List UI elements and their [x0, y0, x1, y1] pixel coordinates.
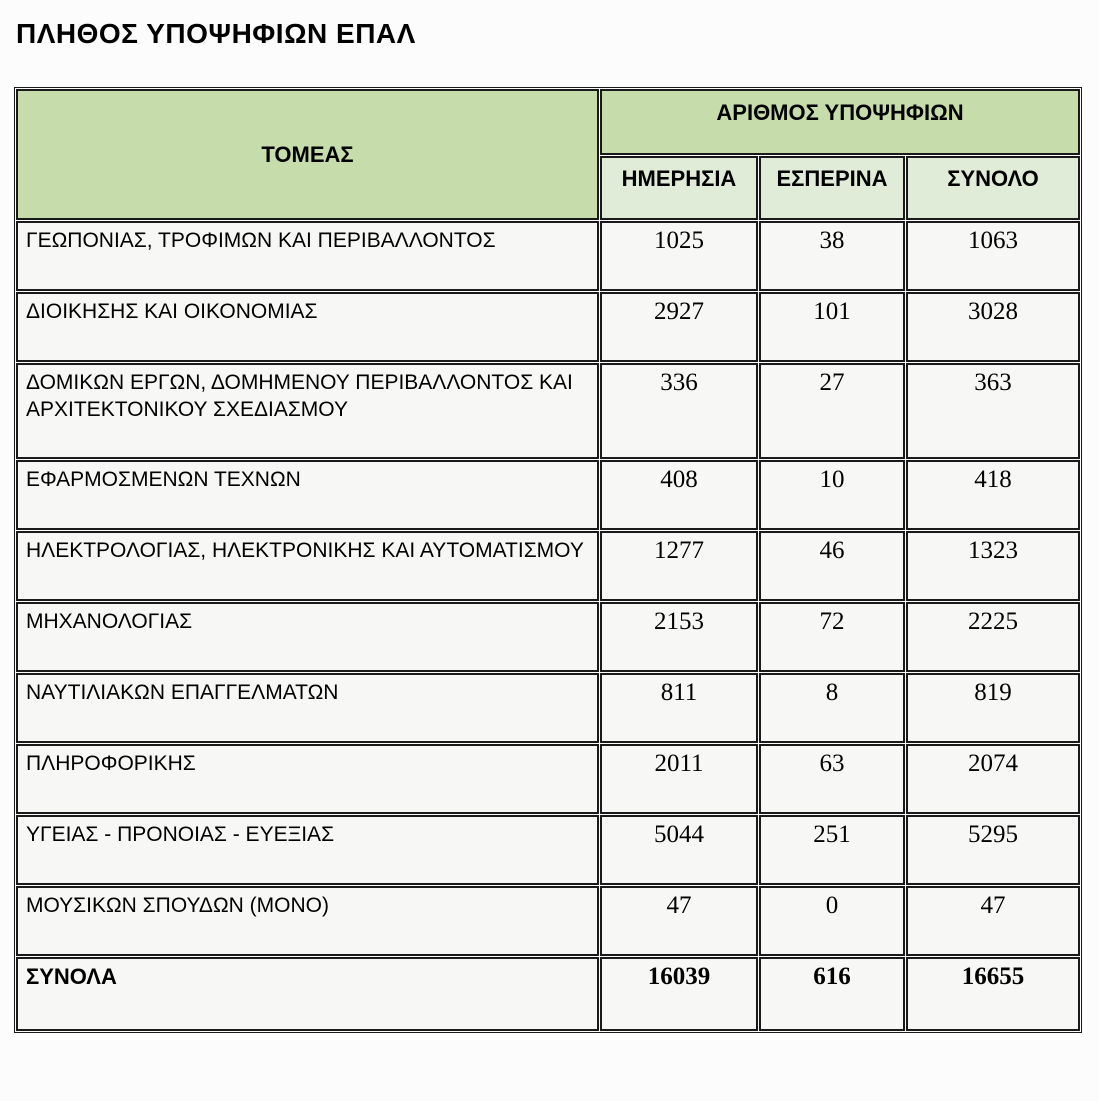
sector-cell: ΔΙΟΙΚΗΣΗΣ ΚΑΙ ΟΙΚΟΝΟΜΙΑΣ — [16, 292, 599, 362]
day-cell: 1277 — [600, 531, 758, 601]
sector-cell: ΗΛΕΚΤΡΟΛΟΓΙΑΣ, ΗΛΕΚΤΡΟΝΙΚΗΣ ΚΑΙ ΑΥΤΟΜΑΤΙ… — [16, 531, 599, 601]
totals-row: ΣΥΝΟΛΑ 16039 616 16655 — [16, 957, 1080, 1031]
day-cell: 408 — [600, 460, 758, 530]
total-cell: 819 — [906, 673, 1080, 743]
evening-cell: 46 — [759, 531, 905, 601]
evening-cell: 251 — [759, 815, 905, 885]
day-cell: 2153 — [600, 602, 758, 672]
evening-cell: 63 — [759, 744, 905, 814]
day-cell: 47 — [600, 886, 758, 956]
total-cell: 418 — [906, 460, 1080, 530]
totals-day: 16039 — [600, 957, 758, 1031]
day-cell: 811 — [600, 673, 758, 743]
evening-cell: 0 — [759, 886, 905, 956]
table-row: ΗΛΕΚΤΡΟΛΟΓΙΑΣ, ΗΛΕΚΤΡΟΝΙΚΗΣ ΚΑΙ ΑΥΤΟΜΑΤΙ… — [16, 531, 1080, 601]
evening-cell: 72 — [759, 602, 905, 672]
sector-cell: ΥΓΕΙΑΣ - ΠΡΟΝΟΙΑΣ - ΕΥΕΞΙΑΣ — [16, 815, 599, 885]
day-cell: 1025 — [600, 221, 758, 291]
total-cell: 1323 — [906, 531, 1080, 601]
totals-total: 16655 — [906, 957, 1080, 1031]
day-cell: 2011 — [600, 744, 758, 814]
total-cell: 47 — [906, 886, 1080, 956]
total-cell: 5295 — [906, 815, 1080, 885]
table-row: ΓΕΩΠΟΝΙΑΣ, ΤΡΟΦΙΜΩΝ ΚΑΙ ΠΕΡΙΒΑΛΛΟΝΤΟΣ 10… — [16, 221, 1080, 291]
sector-cell: ΕΦΑΡΜΟΣΜΕΝΩΝ ΤΕΧΝΩΝ — [16, 460, 599, 530]
day-cell: 336 — [600, 363, 758, 459]
sector-cell: ΔΟΜΙΚΩΝ ΕΡΓΩΝ, ΔΟΜΗΜΕΝΟΥ ΠΕΡΙΒΑΛΛΟΝΤΟΣ Κ… — [16, 363, 599, 459]
sector-cell: ΜΗΧΑΝΟΛΟΓΙΑΣ — [16, 602, 599, 672]
table-row: ΜΟΥΣΙΚΩΝ ΣΠΟΥΔΩΝ (ΜΟΝΟ) 47 0 47 — [16, 886, 1080, 956]
sector-cell: ΓΕΩΠΟΝΙΑΣ, ΤΡΟΦΙΜΩΝ ΚΑΙ ΠΕΡΙΒΑΛΛΟΝΤΟΣ — [16, 221, 599, 291]
evening-cell: 10 — [759, 460, 905, 530]
totals-evening: 616 — [759, 957, 905, 1031]
day-cell: 5044 — [600, 815, 758, 885]
table-row: ΕΦΑΡΜΟΣΜΕΝΩΝ ΤΕΧΝΩΝ 408 10 418 — [16, 460, 1080, 530]
table-row: ΝΑΥΤΙΛΙΑΚΩΝ ΕΠΑΓΓΕΛΜΑΤΩΝ 811 8 819 — [16, 673, 1080, 743]
evening-cell: 8 — [759, 673, 905, 743]
header-col-evening: ΕΣΠΕΡΙΝΑ — [759, 156, 905, 220]
page-title: ΠΛΗΘΟΣ ΥΠΟΨΗΦΙΩΝ ΕΠΑΛ — [16, 18, 416, 49]
total-cell: 1063 — [906, 221, 1080, 291]
evening-cell: 27 — [759, 363, 905, 459]
day-cell: 2927 — [600, 292, 758, 362]
total-cell: 2225 — [906, 602, 1080, 672]
header-row-group: ΤΟΜΕΑΣ ΑΡΙΘΜΟΣ ΥΠΟΨΗΦΙΩΝ — [16, 89, 1080, 220]
candidates-table: ΤΟΜΕΑΣ ΑΡΙΘΜΟΣ ΥΠΟΨΗΦΙΩΝ ΗΜΕΡΗΣΙΑ ΕΣΠΕΡΙ… — [14, 87, 1082, 1033]
sector-cell: ΝΑΥΤΙΛΙΑΚΩΝ ΕΠΑΓΓΕΛΜΑΤΩΝ — [16, 673, 599, 743]
header-col-day: ΗΜΕΡΗΣΙΑ — [600, 156, 758, 220]
total-cell: 2074 — [906, 744, 1080, 814]
table-row: ΜΗΧΑΝΟΛΟΓΙΑΣ 2153 72 2225 — [16, 602, 1080, 672]
table-row: ΔΟΜΙΚΩΝ ΕΡΓΩΝ, ΔΟΜΗΜΕΝΟΥ ΠΕΡΙΒΑΛΛΟΝΤΟΣ Κ… — [16, 363, 1080, 459]
header-candidates-group: ΑΡΙΘΜΟΣ ΥΠΟΨΗΦΙΩΝ — [600, 89, 1080, 155]
sector-cell: ΜΟΥΣΙΚΩΝ ΣΠΟΥΔΩΝ (ΜΟΝΟ) — [16, 886, 599, 956]
table-row: ΥΓΕΙΑΣ - ΠΡΟΝΟΙΑΣ - ΕΥΕΞΙΑΣ 5044 251 529… — [16, 815, 1080, 885]
total-cell: 363 — [906, 363, 1080, 459]
evening-cell: 38 — [759, 221, 905, 291]
table-row: ΠΛΗΡΟΦΟΡΙΚΗΣ 2011 63 2074 — [16, 744, 1080, 814]
header-row-sub: ΗΜΕΡΗΣΙΑ ΕΣΠΕΡΙΝΑ ΣΥΝΟΛΟ — [16, 156, 1080, 220]
header-sector: ΤΟΜΕΑΣ — [16, 89, 599, 220]
totals-label: ΣΥΝΟΛΑ — [16, 957, 599, 1031]
header-col-total: ΣΥΝΟΛΟ — [906, 156, 1080, 220]
sector-cell: ΠΛΗΡΟΦΟΡΙΚΗΣ — [16, 744, 599, 814]
evening-cell: 101 — [759, 292, 905, 362]
total-cell: 3028 — [906, 292, 1080, 362]
table-row: ΔΙΟΙΚΗΣΗΣ ΚΑΙ ΟΙΚΟΝΟΜΙΑΣ 2927 101 3028 — [16, 292, 1080, 362]
